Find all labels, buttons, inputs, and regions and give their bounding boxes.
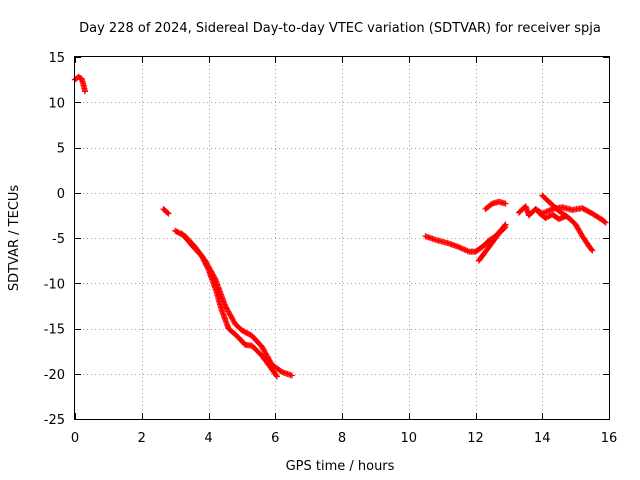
data-point: [501, 225, 508, 232]
x-tick-label: 4: [204, 431, 212, 446]
series-arc-4: [178, 230, 280, 380]
data-point: [562, 213, 569, 220]
grid-lines: [75, 57, 609, 419]
data-point: [273, 372, 280, 379]
data-point: [202, 261, 209, 268]
data-point: [198, 253, 205, 260]
x-tick-label: 12: [467, 431, 484, 446]
x-tick-label: 0: [71, 431, 79, 446]
x-axis-tick-labels: 0 2 4 6 8 10 12 14 16: [71, 431, 617, 446]
series-arc-3: [172, 227, 295, 379]
y-tick-label: -10: [44, 277, 65, 292]
data-point: [588, 246, 595, 253]
data-point: [201, 258, 208, 265]
y-tick-label: 10: [48, 96, 65, 111]
series-arc-10: [535, 209, 569, 222]
data-point: [202, 259, 209, 266]
y-tick-label: -15: [44, 323, 65, 338]
x-tick-label: 8: [338, 431, 346, 446]
series-arc-7: [482, 198, 509, 213]
y-tick-label: 5: [57, 142, 65, 157]
plot-frame: [74, 56, 610, 420]
chart-title: Day 228 of 2024, Sidereal Day-to-day VTE…: [79, 21, 601, 36]
data-point: [273, 373, 280, 380]
x-tick-label: 16: [601, 431, 618, 446]
y-tick-label: 15: [48, 51, 65, 66]
data-point: [200, 257, 207, 264]
y-axis-tick-labels: 15 10 5 0 -5 -10 -15 -20 -25: [44, 51, 65, 428]
x-axis-label: GPS time / hours: [286, 459, 395, 474]
y-axis-label: SDTVAR / TECUs: [7, 185, 22, 292]
data-point: [204, 263, 211, 270]
data-point: [589, 247, 596, 254]
series-arc-9: [539, 192, 596, 254]
data-point: [204, 265, 211, 272]
series-arc-2: [160, 206, 172, 217]
data-point: [82, 88, 89, 95]
data-point: [203, 262, 210, 269]
y-tick-label: 0: [57, 187, 65, 202]
data-point: [502, 224, 509, 231]
x-tick-label: 10: [400, 431, 417, 446]
axis-ticks: [75, 57, 610, 420]
y-tick-label: -20: [44, 368, 65, 383]
data-point: [199, 254, 206, 261]
data-point: [602, 219, 609, 226]
data-point: [165, 210, 172, 217]
data-point: [164, 209, 171, 216]
y-tick-label: -5: [52, 232, 65, 247]
series-arc-6: [475, 224, 509, 264]
data-point: [601, 218, 608, 225]
data-point: [288, 372, 295, 379]
data-point: [200, 255, 207, 262]
x-tick-label: 14: [534, 431, 551, 446]
y-tick-label: -25: [44, 413, 65, 428]
data-point: [502, 200, 509, 207]
x-tick-label: 6: [271, 431, 279, 446]
series-arc-8: [515, 203, 609, 226]
data-series: [72, 73, 609, 380]
x-tick-label: 2: [138, 431, 146, 446]
